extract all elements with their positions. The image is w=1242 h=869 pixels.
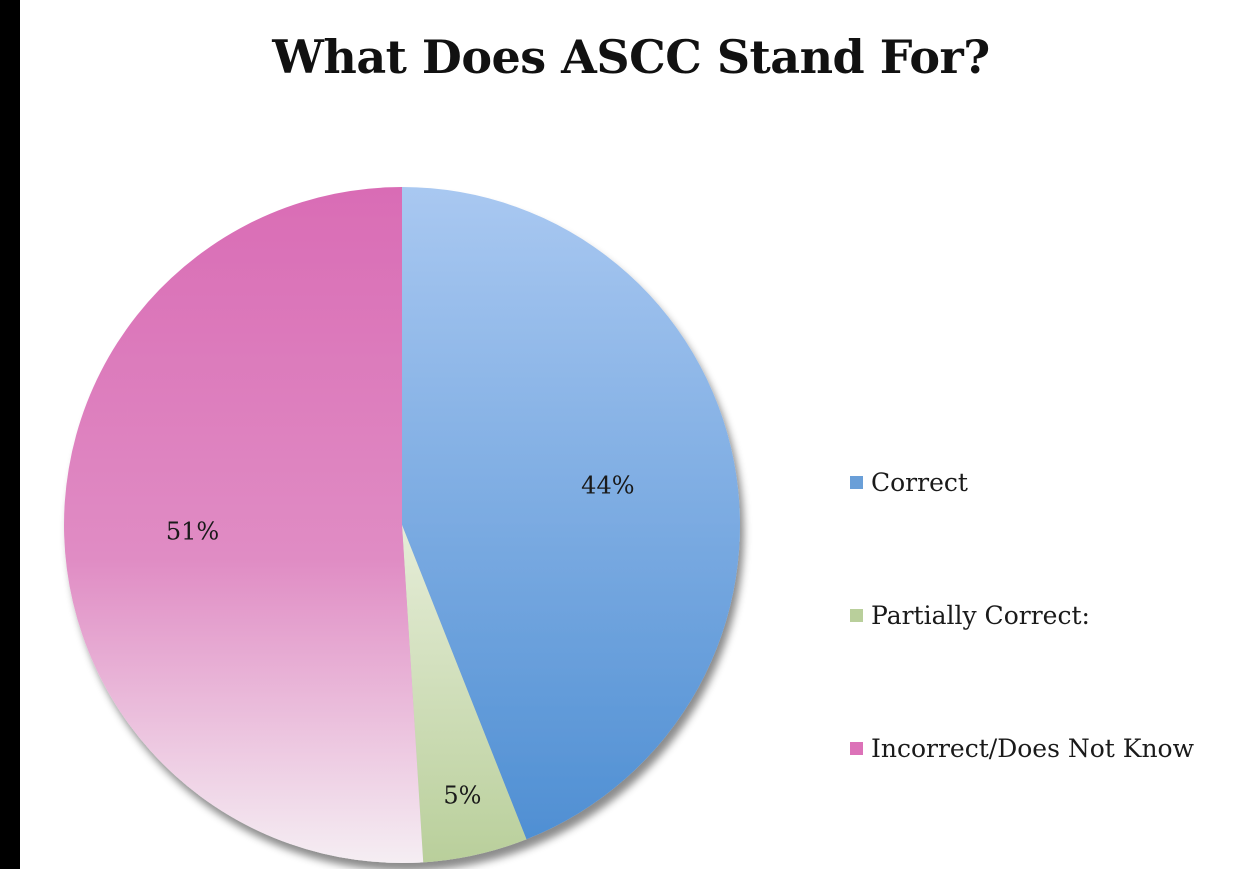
legend-item-incorrect: Incorrect/Does Not Know: [850, 734, 1194, 763]
legend-label: Partially Correct:: [871, 601, 1090, 630]
legend-item-correct: Correct: [850, 468, 968, 497]
legend-label: Correct: [871, 468, 968, 497]
legend-label: Incorrect/Does Not Know: [871, 734, 1195, 763]
legend-swatch: [850, 609, 863, 622]
slice-label-incorrect: 51%: [166, 518, 219, 546]
pie-chart: 44% 5% 51%: [64, 187, 741, 863]
legend-swatch: [850, 742, 863, 755]
slice-label-partially-correct: 5%: [443, 781, 481, 809]
slice-correct: [402, 187, 741, 840]
slice-incorrect: [64, 187, 424, 863]
chart-canvas: What Does ASCC Stand For? 44% 5% 51% Corre…: [20, 0, 1242, 869]
slice-label-correct: 44%: [581, 472, 634, 500]
slice-partially-correct: [402, 525, 527, 863]
legend-swatch: [850, 476, 863, 489]
legend-item-partially-correct: Partially Correct:: [850, 601, 1090, 630]
chart-title: What Does ASCC Stand For?: [272, 30, 990, 84]
